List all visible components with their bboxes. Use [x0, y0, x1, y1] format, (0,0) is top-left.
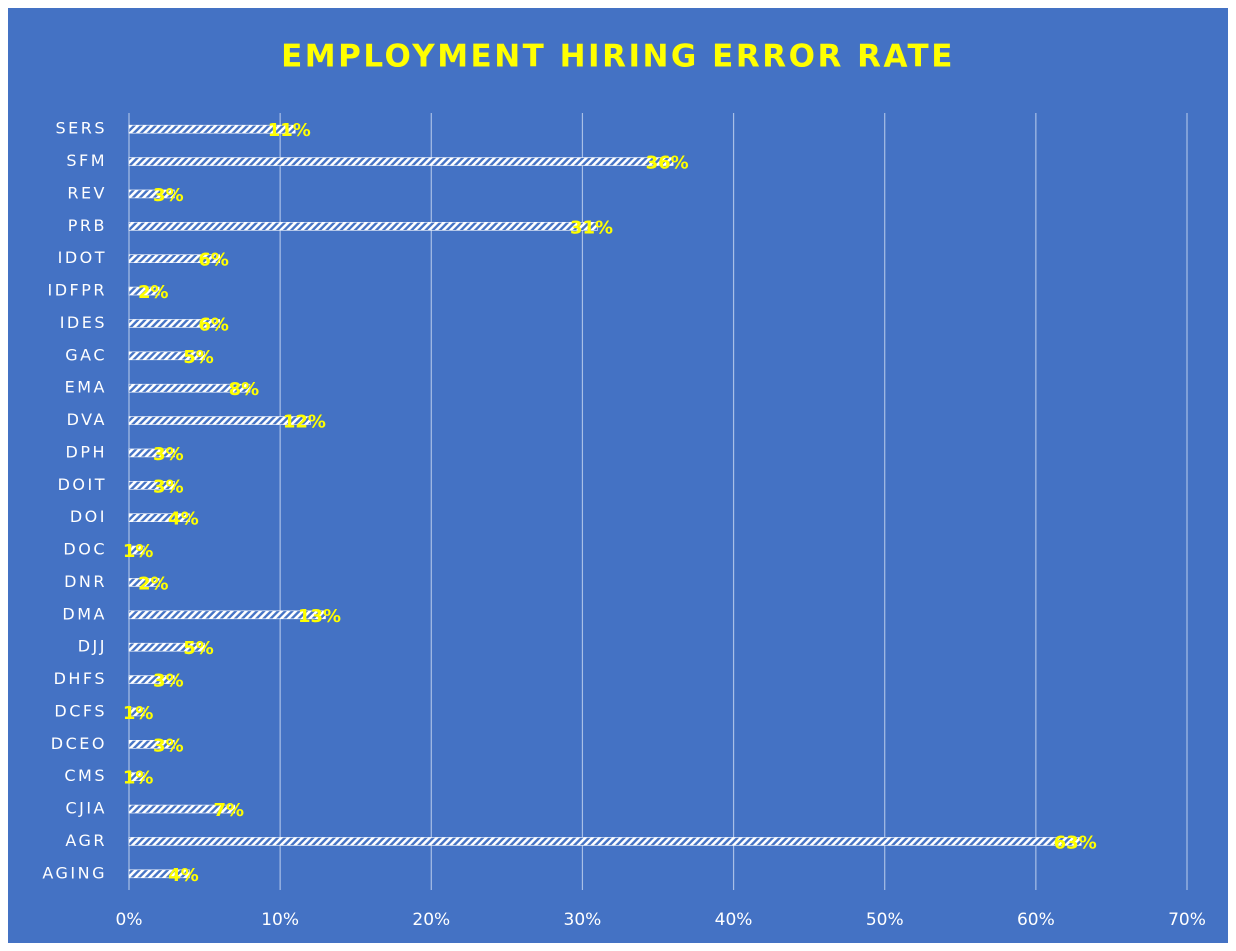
data-label: 3% [153, 476, 184, 497]
y-tick-label: EMA [65, 378, 107, 397]
y-tick-label: DNR [64, 572, 107, 591]
y-tick-label: SERS [55, 119, 107, 138]
bar [128, 254, 220, 263]
data-label: 3% [153, 735, 184, 756]
bar [128, 837, 1082, 846]
bar [128, 610, 326, 620]
y-tick-label: GAC [65, 345, 107, 364]
bar [128, 772, 145, 781]
data-label: 8% [229, 379, 260, 400]
x-tick-label: 60% [1017, 910, 1055, 930]
y-tick-label: DJJ [78, 637, 107, 656]
data-label: 4% [168, 865, 199, 886]
bar [128, 189, 175, 199]
bar [128, 383, 251, 393]
data-label: 4% [168, 509, 199, 530]
bar [128, 707, 145, 717]
bar [128, 351, 205, 361]
y-tick-label: SFM [66, 151, 107, 170]
y-tick-label: AGING [42, 863, 107, 882]
data-label: 36% [646, 153, 689, 174]
y-tick-label: DVA [67, 410, 107, 429]
data-label: 63% [1054, 832, 1097, 853]
y-tick-label: DOIT [58, 475, 107, 494]
y-tick-label: DHFS [54, 669, 107, 688]
data-label: 31% [570, 217, 613, 238]
data-label: 3% [153, 671, 184, 692]
y-tick-label: AGR [65, 831, 107, 850]
y-tick-label: IDES [60, 313, 107, 332]
bar [128, 675, 175, 684]
x-tick-label: 0% [116, 910, 143, 930]
data-label: 1% [123, 541, 154, 562]
data-label: 5% [183, 347, 214, 368]
bar [128, 869, 190, 879]
bar [128, 448, 175, 458]
y-tick-label: DMA [62, 604, 107, 623]
bar [128, 319, 220, 328]
bar [128, 157, 674, 166]
data-label: 3% [153, 444, 184, 465]
bar [128, 222, 598, 231]
x-tick-label: 70% [1168, 910, 1206, 930]
y-tick-label: IDOT [58, 248, 107, 267]
data-label: 2% [138, 573, 169, 594]
y-tick-label: DCFS [54, 701, 107, 720]
data-label: 6% [198, 314, 229, 335]
y-tick-label: DOC [63, 540, 107, 559]
data-label: 7% [214, 800, 245, 821]
data-label: 1% [123, 768, 154, 789]
y-tick-label: CJIA [65, 799, 107, 818]
y-tick-label: DCEO [51, 734, 107, 753]
x-tick-label: 30% [564, 910, 602, 930]
bar [128, 578, 160, 587]
y-tick-label: IDFPR [47, 281, 107, 300]
y-tick-label: DOI [70, 507, 107, 526]
data-label: 1% [123, 703, 154, 724]
x-tick-label: 40% [715, 910, 753, 930]
bar [128, 804, 236, 814]
bar [128, 513, 190, 522]
y-tick-label: DPH [66, 442, 108, 461]
x-tick-label: 20% [412, 910, 450, 930]
y-tick-label: REV [67, 183, 107, 202]
data-label: 6% [198, 250, 229, 271]
bar [128, 124, 296, 134]
bar [128, 642, 205, 652]
data-label: 13% [298, 606, 341, 627]
data-label: 2% [138, 282, 169, 303]
data-label: 11% [268, 120, 311, 141]
data-label: 5% [183, 638, 214, 659]
x-tick-label: 10% [261, 910, 299, 930]
chart-background [8, 8, 1228, 943]
bar [128, 481, 175, 490]
x-tick-label: 50% [866, 910, 904, 930]
bar [128, 545, 145, 555]
data-label: 3% [153, 185, 184, 206]
chart-title: EMPLOYMENT HIRING ERROR RATE [281, 39, 955, 75]
bar [128, 740, 175, 749]
bar [128, 286, 160, 296]
y-tick-label: PRB [68, 216, 107, 235]
bar [128, 416, 311, 425]
data-label: 12% [283, 412, 326, 433]
y-tick-label: CMS [64, 766, 107, 785]
